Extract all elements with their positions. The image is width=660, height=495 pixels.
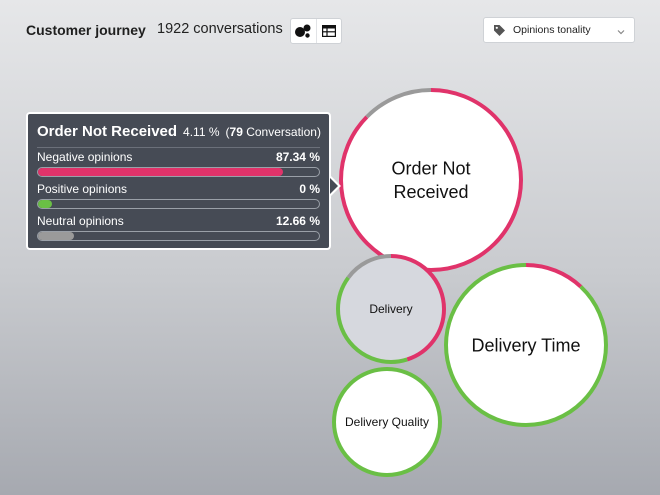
view-toggle — [290, 18, 342, 44]
positive-opinions-label: Positive opinions — [37, 182, 128, 196]
bubble-label-line: Delivery Time — [471, 335, 580, 355]
neutral-opinions-bar — [37, 231, 320, 241]
negative-opinions-row: Negative opinions 87.34 % — [37, 150, 320, 182]
neutral-opinions-label: Neutral opinions — [37, 214, 124, 228]
tooltip-count: 79 — [229, 125, 243, 139]
tooltip-divider — [37, 147, 320, 148]
positive-opinions-bar — [37, 199, 320, 209]
tooltip-percent: 4.11 % — [183, 125, 220, 139]
bubble-label: Order Not Received — [391, 159, 470, 202]
tooltip-unit: Conversation — [246, 125, 317, 139]
bubble-positive-arc — [332, 367, 442, 477]
bubble-label: Delivery Time — [471, 335, 580, 355]
topic-tooltip: Order Not Received 4.11 % (79 Conversation… — [26, 112, 341, 250]
dropdown-label: Opinions tonality — [513, 24, 591, 36]
bubble-view-button[interactable] — [291, 19, 316, 43]
tooltip-paren-open: ( — [225, 125, 230, 139]
chevron-down-icon — [617, 30, 625, 35]
positive-opinions-fill — [38, 200, 53, 208]
bubble-body — [446, 265, 606, 425]
bubble-label: Delivery — [369, 302, 412, 316]
bubble-label-line: Delivery — [369, 302, 412, 316]
bubble-body — [338, 256, 444, 362]
bubble-neutral-arc — [336, 254, 446, 364]
bubble-positive-arc — [336, 254, 446, 364]
bubble-label: Delivery Quality — [345, 415, 429, 429]
page-title: Customer journey — [26, 22, 146, 38]
bubble-label-line: Order Not — [391, 159, 470, 179]
positive-opinions-row: Positive opinions 0 % — [37, 182, 320, 214]
negative-opinions-fill — [38, 168, 284, 176]
neutral-opinions-fill — [38, 232, 74, 240]
bubble-delivery-time[interactable]: Delivery Time — [444, 263, 608, 427]
bubble-delivery[interactable]: Delivery — [336, 254, 446, 364]
opinions-tonality-dropdown[interactable]: Opinions tonality — [483, 17, 635, 43]
negative-opinions-label: Negative opinions — [37, 150, 133, 164]
negative-opinions-value: 87.34 % — [275, 150, 320, 164]
neutral-opinions-value: 12.66 % — [275, 214, 320, 228]
tag-icon — [494, 24, 505, 36]
bubble-label-line: Delivery Quality — [345, 415, 429, 429]
negative-opinions-bar — [37, 167, 320, 177]
tooltip-paren-close: ) — [316, 125, 321, 139]
bubble-label-line: Received — [393, 182, 468, 202]
bubble-positive-arc — [444, 263, 608, 427]
tooltip-header: Order Not Received 4.11 % (79 Conversation… — [37, 123, 321, 141]
bubble-body — [341, 90, 521, 270]
positive-opinions-value: 0 % — [299, 182, 320, 196]
conversation-count: 1922 conversations — [157, 21, 283, 37]
bubble-chart-icon — [295, 24, 311, 38]
table-icon — [321, 25, 336, 37]
bubble-neutral-arc — [339, 88, 523, 272]
table-view-button[interactable] — [315, 19, 342, 43]
neutral-opinions-row: Neutral opinions 12.66 % — [37, 214, 320, 246]
top-bar: Customer journey 1922 conversations — [0, 0, 660, 60]
bubble-order-not-received[interactable]: Order Not Received — [339, 88, 523, 272]
tooltip-topic: Order Not Received — [37, 123, 178, 140]
bubble-delivery-quality[interactable]: Delivery Quality — [332, 367, 442, 477]
bubble-body — [334, 369, 440, 475]
